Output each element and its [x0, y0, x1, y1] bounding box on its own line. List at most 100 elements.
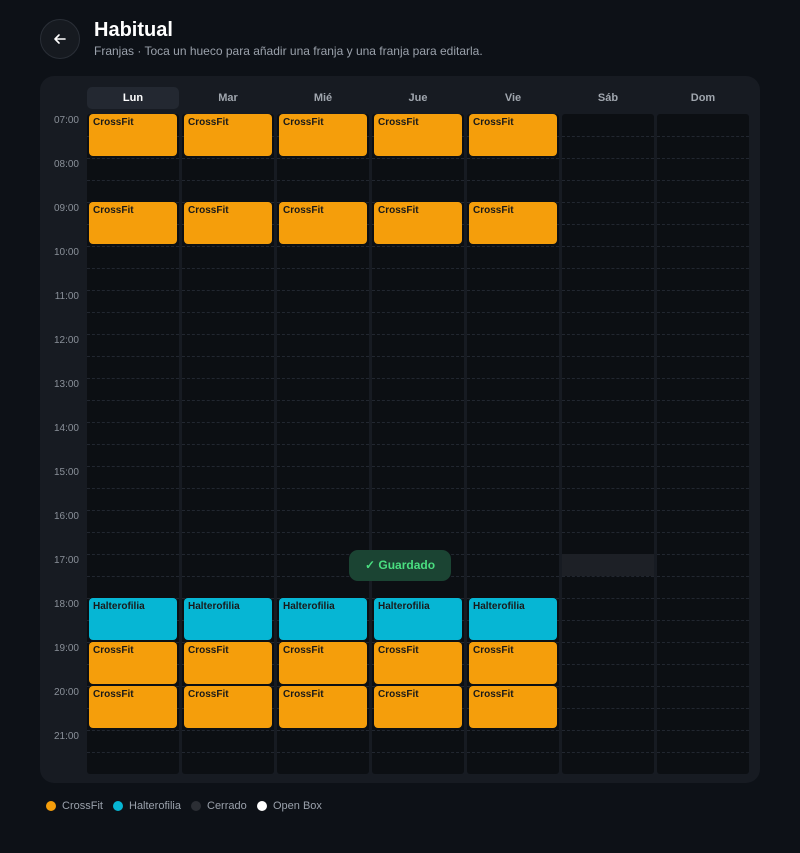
day-header[interactable]: Mar	[218, 92, 238, 104]
event-slot[interactable]: CrossFit	[469, 686, 557, 728]
hour-label: 18:00	[53, 599, 79, 610]
slot-line	[87, 444, 179, 445]
slot-line	[657, 444, 749, 445]
event-slot[interactable]: CrossFit	[279, 686, 367, 728]
slot-line	[562, 620, 654, 621]
slot-line	[467, 532, 559, 533]
hour-label: 11:00	[54, 291, 79, 302]
event-slot[interactable]: CrossFit	[374, 114, 462, 156]
slot-line	[182, 158, 274, 159]
event-slot[interactable]: CrossFit	[184, 642, 272, 684]
slot-line	[562, 224, 654, 225]
slot-line	[657, 268, 749, 269]
slot-line	[467, 356, 559, 357]
slot-line	[277, 158, 369, 159]
hour-label: 20:00	[53, 687, 79, 698]
slot-line	[87, 246, 179, 247]
event-slot[interactable]: CrossFit	[89, 202, 177, 244]
slot-line	[277, 268, 369, 269]
slot-line	[562, 180, 654, 181]
slot-line	[657, 312, 749, 313]
event-slot[interactable]: Halterofilia	[89, 598, 177, 640]
event-slot[interactable]: Halterofilia	[374, 598, 462, 640]
slot-line	[87, 576, 179, 577]
slot-line	[562, 290, 654, 291]
legend-dot	[46, 801, 56, 811]
slot-line	[657, 686, 749, 687]
slot-line	[467, 444, 559, 445]
day-header[interactable]: Mié	[313, 92, 333, 104]
slot-line	[277, 730, 369, 731]
slot-line	[657, 598, 749, 599]
slot-line	[562, 708, 654, 709]
legend-dot	[257, 801, 267, 811]
slot-line	[657, 752, 749, 753]
day-header[interactable]: Vie	[504, 92, 522, 104]
slot-line	[372, 488, 464, 489]
slot-line	[657, 554, 749, 555]
event-slot[interactable]: CrossFit	[279, 114, 367, 156]
slot-line	[372, 444, 464, 445]
slot-line	[87, 466, 179, 467]
event-slot[interactable]: Halterofilia	[469, 598, 557, 640]
legend-dot	[191, 801, 201, 811]
slot-line	[372, 356, 464, 357]
slot-line	[562, 356, 654, 357]
event-slot[interactable]: CrossFit	[374, 686, 462, 728]
slot-line	[277, 576, 369, 577]
slot-line	[657, 290, 749, 291]
hour-label: 10:00	[53, 247, 79, 258]
event-slot[interactable]: CrossFit	[469, 114, 557, 156]
day-header[interactable]: Dom	[690, 92, 716, 104]
slot-line	[657, 664, 749, 665]
event-slot[interactable]: CrossFit	[89, 686, 177, 728]
day-header[interactable]: Sáb	[597, 92, 619, 104]
slot-line	[562, 334, 654, 335]
slot-line	[467, 730, 559, 731]
slot-line	[562, 268, 654, 269]
slot-line	[467, 180, 559, 181]
back-button[interactable]	[40, 19, 80, 59]
slot-line	[182, 554, 274, 555]
slot-line	[657, 620, 749, 621]
slot-line	[657, 708, 749, 709]
event-slot[interactable]: Halterofilia	[184, 598, 272, 640]
event-slot[interactable]: CrossFit	[184, 202, 272, 244]
slot-line	[372, 180, 464, 181]
slot-line	[277, 752, 369, 753]
event-slot[interactable]: CrossFit	[89, 114, 177, 156]
slot-line	[182, 356, 274, 357]
event-slot[interactable]: CrossFit	[469, 642, 557, 684]
event-slot[interactable]: CrossFit	[374, 642, 462, 684]
slot-line	[87, 554, 179, 555]
event-slot[interactable]: CrossFit	[184, 686, 272, 728]
hour-label: 07:00	[53, 115, 79, 126]
slot-line	[182, 334, 274, 335]
event-slot[interactable]: CrossFit	[279, 202, 367, 244]
hour-label: 15:00	[53, 467, 79, 478]
hour-label: 09:00	[53, 203, 79, 214]
event-slot[interactable]: CrossFit	[469, 202, 557, 244]
event-slot[interactable]: Halterofilia	[279, 598, 367, 640]
slot-line	[562, 488, 654, 489]
hour-label: 17:00	[53, 555, 79, 566]
slot-line	[87, 532, 179, 533]
day-header[interactable]: Lun	[87, 87, 179, 109]
slot-line	[657, 158, 749, 159]
slot-line	[657, 202, 749, 203]
hour-label: 13:00	[53, 379, 79, 390]
event-slot[interactable]: CrossFit	[89, 642, 177, 684]
event-slot[interactable]: CrossFit	[279, 642, 367, 684]
slot-line	[182, 378, 274, 379]
day-header[interactable]: Jue	[408, 92, 428, 104]
slot-line	[87, 356, 179, 357]
slot-line	[467, 400, 559, 401]
slot-line	[467, 422, 559, 423]
slot-line	[562, 730, 654, 731]
slot-line	[657, 576, 749, 577]
event-slot[interactable]: CrossFit	[184, 114, 272, 156]
event-slot[interactable]: CrossFit	[374, 202, 462, 244]
slot-line	[182, 268, 274, 269]
slot-line	[277, 532, 369, 533]
